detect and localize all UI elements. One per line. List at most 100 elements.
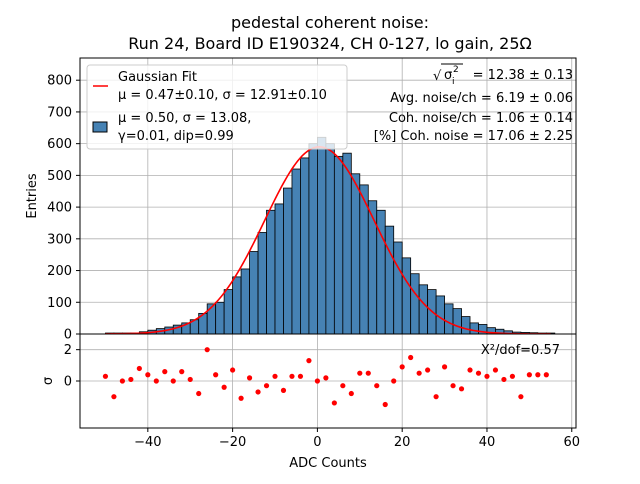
histogram-bar	[333, 155, 344, 335]
histogram-bar	[384, 225, 395, 335]
histogram-bar	[393, 241, 403, 335]
x-axis-label: ADC Counts	[289, 456, 367, 471]
top-y-tick-label: 600	[47, 137, 72, 152]
x-tick-label: −40	[134, 435, 161, 450]
histogram-bar	[418, 284, 429, 335]
residual-point	[230, 367, 236, 373]
histogram-bar	[452, 308, 462, 335]
histogram-bar	[274, 203, 284, 335]
annotation-coh-noise-percent: [%] Coh. noise = 17.06 ± 2.25	[374, 129, 573, 144]
legend-hist-label-line1: μ = 0.50, σ = 13.08,	[118, 111, 251, 126]
histogram-bar	[249, 251, 259, 335]
legend-hist-label-line2: γ=0.01, dip=0.99	[118, 129, 234, 144]
residual-point	[543, 372, 549, 378]
histogram-bar	[291, 168, 301, 335]
top-y-tick-label: 300	[47, 232, 72, 247]
residual-point	[213, 372, 219, 378]
annotation-rms-value: = 12.38 ± 0.13	[473, 68, 573, 83]
residual-point	[526, 372, 532, 378]
residual-point	[458, 386, 465, 392]
x-tick-label: −20	[219, 435, 246, 450]
top-y-tick-label: 200	[47, 264, 72, 279]
residual-point	[187, 376, 193, 383]
histogram-bar	[300, 157, 310, 335]
top-y-tick-label: 800	[47, 74, 72, 89]
annotation-sigma-sub: i	[452, 77, 455, 87]
noise-annotation: √ σ 2 i = 12.38 ± 0.13 Avg. noise/ch = 6…	[374, 63, 573, 144]
histogram-bar	[469, 322, 479, 335]
histogram-bar	[215, 301, 225, 335]
top-y-tick-label: 500	[47, 169, 72, 184]
top-y-axis-label: Entries	[25, 173, 40, 219]
legend-fit-label-line2: μ = 0.47±0.10, σ = 12.91±0.10	[118, 88, 327, 103]
residual-point	[153, 378, 159, 384]
residual-point	[441, 364, 448, 370]
residual-point	[111, 394, 117, 400]
residual-point	[128, 376, 134, 383]
annotation-avg-noise: Avg. noise/ch = 6.19 ± 0.06	[390, 91, 573, 106]
histogram-bar	[410, 273, 420, 335]
histogram-bar	[367, 200, 378, 335]
histogram-bar	[444, 303, 454, 335]
residual-point	[289, 373, 295, 379]
residual-point	[501, 376, 507, 383]
histogram-bar	[283, 187, 293, 335]
bottom-y-ticks: 02	[64, 343, 80, 390]
residual-point	[323, 375, 329, 381]
residual-point	[374, 383, 380, 389]
residual-point	[314, 378, 321, 384]
chart-title-line1: pedestal coherent noise:	[231, 13, 429, 32]
residual-point	[170, 378, 176, 384]
residual-point	[162, 369, 168, 375]
residual-point	[306, 358, 312, 364]
legend-hist-swatch	[92, 121, 108, 133]
histogram-bar	[325, 143, 335, 335]
residual-point	[484, 373, 490, 379]
histogram-bar	[257, 232, 267, 335]
annotation-sigma: σ	[444, 68, 452, 83]
histogram-bar	[350, 173, 361, 335]
residual-point	[102, 373, 109, 379]
residual-point	[450, 383, 456, 389]
residual-point	[221, 384, 227, 390]
residual-point	[425, 367, 431, 373]
x-tick-label: 40	[479, 435, 496, 450]
legend-fit-label-line1: Gaussian Fit	[118, 70, 197, 85]
top-y-tick-label: 700	[47, 105, 72, 120]
residual-point	[331, 400, 337, 406]
residual-point	[365, 370, 371, 376]
residual-point	[238, 395, 244, 401]
legend: Gaussian Fit μ = 0.47±0.10, σ = 12.91±0.…	[86, 64, 348, 150]
residual-point	[272, 373, 278, 379]
residual-point	[391, 378, 397, 384]
top-y-tick-label: 400	[47, 201, 72, 216]
residual-point	[119, 378, 125, 384]
residual-point	[509, 373, 516, 379]
legend-box	[86, 64, 348, 150]
residual-point	[145, 372, 151, 378]
residual-points	[102, 347, 549, 408]
histogram-bar	[461, 316, 471, 335]
residual-point	[340, 383, 346, 389]
residual-point	[204, 347, 210, 353]
chi2-annotation: X²/dof=0.57	[481, 343, 560, 358]
residual-point	[416, 370, 422, 376]
top-y-ticks: 0 100 200 300 400 500 600 700 800	[47, 74, 80, 343]
annotation-sqrt-symbol: √	[433, 69, 442, 84]
histogram-bar	[342, 152, 352, 335]
x-tick-label: 20	[394, 435, 411, 450]
histogram-bar	[206, 303, 217, 335]
residual-point	[382, 401, 388, 408]
residual-point	[136, 365, 142, 372]
residual-point	[280, 387, 287, 393]
residual-point	[433, 394, 439, 400]
residual-point	[408, 354, 414, 361]
residual-point	[263, 383, 270, 389]
bottom-y-tick-label: 0	[64, 375, 72, 390]
x-tick-label: 60	[563, 435, 580, 450]
residual-point	[255, 389, 261, 395]
histogram-bar	[232, 276, 242, 335]
residual-point	[475, 370, 482, 376]
histogram-bar	[317, 136, 327, 335]
